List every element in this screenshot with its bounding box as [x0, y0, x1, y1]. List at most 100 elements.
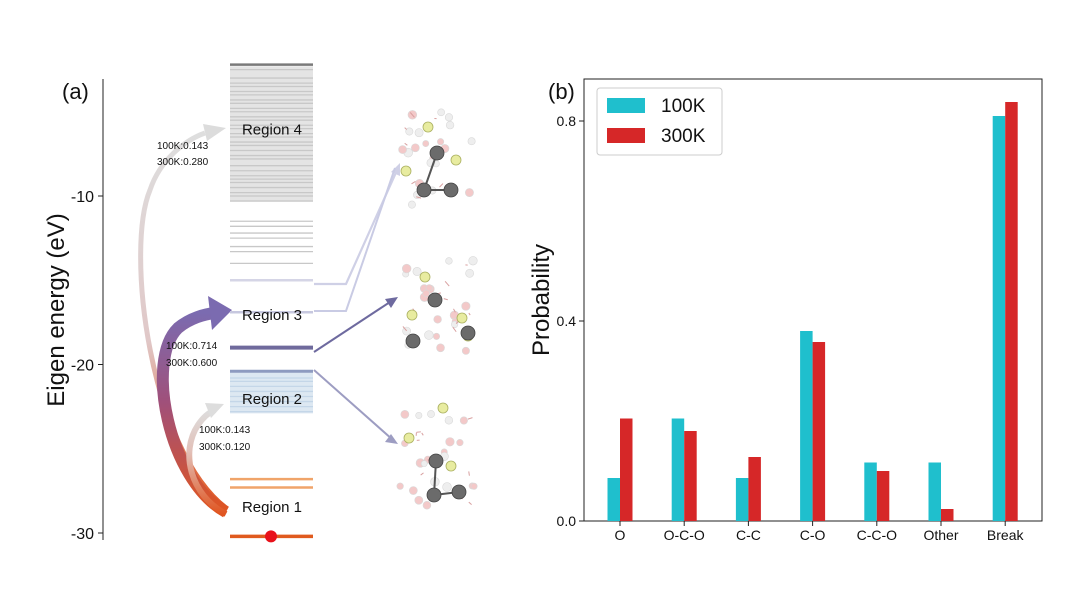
carbon-atom — [428, 453, 444, 469]
atom-small — [398, 145, 407, 154]
dopant-atom — [403, 432, 415, 444]
y-ticks: -10 -20 -30 — [71, 189, 103, 543]
region-label: Region 4 — [242, 122, 302, 139]
dopant-atom — [419, 271, 431, 283]
y-tick-label: 0.0 — [557, 513, 577, 529]
bar-100K — [800, 331, 813, 521]
bond — [443, 298, 448, 301]
bond — [444, 280, 450, 287]
carbon-atom — [460, 325, 476, 341]
bond — [411, 181, 416, 185]
panel-label-b: (b) — [548, 79, 575, 104]
arrow-to-structure-bottom — [313, 369, 394, 441]
transition-arrows — [138, 124, 232, 518]
atom-small — [459, 416, 468, 425]
legend: 100K 300K — [596, 87, 723, 156]
bond — [452, 326, 457, 333]
atom-small — [445, 437, 455, 447]
atom-small — [444, 416, 454, 425]
x-tick-label: Break — [987, 527, 1025, 543]
t2-label-100K: 100K:0.143 — [199, 425, 251, 436]
atom-small — [444, 113, 454, 122]
atom-small — [414, 495, 424, 505]
carbon-atom — [443, 182, 459, 198]
atom-small — [442, 482, 452, 492]
bond — [416, 196, 422, 199]
bar-100K — [928, 462, 941, 521]
carbon-atom — [416, 182, 432, 198]
carbon-atom — [405, 333, 421, 349]
bar-300K — [876, 471, 890, 521]
atom-small — [461, 346, 470, 355]
carbon-atom — [451, 484, 467, 500]
atom-small — [465, 188, 474, 198]
t3-label-100K: 100K:0.714 — [166, 341, 218, 352]
dopant-atom — [456, 312, 468, 324]
arrow-to-structure-middle — [313, 299, 394, 353]
dopant-atom — [450, 154, 462, 166]
atom-small — [468, 256, 478, 266]
bond — [421, 432, 424, 436]
atom-small — [425, 284, 433, 292]
atom-small — [422, 140, 430, 148]
bond — [404, 142, 408, 146]
t4-label-100K: 100K:0.143 — [157, 141, 209, 152]
bar-100K — [607, 478, 620, 521]
atom-small — [412, 266, 422, 276]
bar-300K — [1005, 102, 1018, 521]
bond — [420, 472, 424, 476]
atom-small — [437, 138, 445, 146]
y-tick-label: -10 — [71, 189, 94, 206]
bond — [455, 320, 459, 324]
bond — [468, 471, 470, 476]
t3-label-300K: 300K:0.600 — [166, 358, 218, 369]
atom-small — [445, 257, 453, 265]
atom-small — [400, 410, 410, 419]
x-ticks: O O-C-O C-C C-O C-C-O Other Break — [615, 521, 1025, 543]
y-tick-label: 0.8 — [557, 113, 577, 129]
bond — [468, 312, 471, 316]
x-tick-label: C-C — [736, 527, 761, 543]
bond — [427, 459, 429, 461]
y-tick-label: -30 — [71, 526, 94, 543]
dopant-atom — [445, 460, 457, 472]
dopant-atom — [406, 309, 418, 321]
bar-100K — [864, 462, 877, 521]
atom-small — [456, 439, 464, 447]
atom-small — [445, 121, 455, 130]
energy-levels — [230, 63, 313, 543]
bond — [468, 501, 472, 506]
arrowhead-structure-middle — [385, 297, 398, 308]
panel-label-a: (a) — [62, 79, 89, 104]
atom-small — [401, 263, 412, 274]
atom-small — [396, 482, 404, 490]
atom-small — [437, 108, 445, 117]
atom-small — [415, 411, 423, 419]
bars — [607, 102, 1018, 521]
bond — [439, 183, 444, 188]
bond — [409, 112, 415, 118]
atom-small — [436, 343, 445, 353]
arrow-to-structure-top — [314, 167, 400, 286]
panel-b: (b) Probability 0.0 0.4 0.8 O O-C-O C-C C-O C-… — [528, 78, 1043, 543]
legend-label: 100K — [661, 96, 706, 117]
x-tick-label: O — [615, 527, 626, 543]
arrowhead-region2 — [205, 403, 224, 418]
arrowhead-structure-bottom — [385, 434, 398, 444]
arrowhead-region3 — [208, 296, 232, 330]
structure-arrows — [313, 163, 400, 444]
atom-small — [411, 143, 420, 153]
bar-300K — [748, 457, 761, 521]
atom-small — [414, 128, 424, 138]
bond — [402, 326, 408, 332]
transition-labels: 100K:0.143 300K:0.280 100K:0.714 300K:0.… — [157, 141, 251, 453]
atom-small — [465, 268, 475, 278]
ground-state-electron — [265, 530, 277, 543]
bond — [404, 127, 408, 130]
arrow-to-structure-top-2 — [314, 167, 396, 312]
x-tick-label: Other — [923, 527, 958, 543]
bar-100K — [671, 418, 685, 521]
legend-swatch — [607, 128, 645, 143]
atom-small — [461, 301, 471, 311]
region-labels: Region 4 Region 3 Region 2 Region 1 — [242, 122, 302, 516]
